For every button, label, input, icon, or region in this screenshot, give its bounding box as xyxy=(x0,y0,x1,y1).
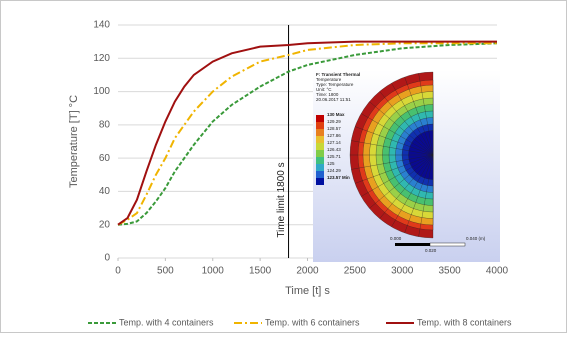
x-tick-label: 500 xyxy=(157,266,174,277)
x-axis-title: Time [t] s xyxy=(285,285,330,297)
inset-legend-swatch xyxy=(316,136,324,143)
inset-legend-swatch xyxy=(316,164,324,171)
inset-legend-label: 123.57 Min xyxy=(327,175,350,180)
scale-label: 0.020 xyxy=(425,248,437,253)
legend-label: Temp. with 4 containers xyxy=(119,317,214,327)
x-tick-label: 3500 xyxy=(439,266,462,277)
x-tick-label: 4000 xyxy=(486,266,509,277)
inset-legend-swatch xyxy=(316,115,324,122)
inset-legend-label: 124.29 xyxy=(327,168,341,173)
x-tick-label: 1500 xyxy=(249,266,272,277)
inset-legend-label: 127.14 xyxy=(327,140,341,145)
inset-legend-swatch xyxy=(316,150,324,157)
legend-label: Temp. with 6 containers xyxy=(265,317,360,327)
inset-legend-label: 125 xyxy=(327,161,335,166)
y-axis-title: Temperature [T] °C xyxy=(68,95,80,188)
x-tick-label: 0 xyxy=(115,266,121,277)
inset-legend-label: 129.29 xyxy=(327,119,341,124)
annotation-label: Time limit 1800 s xyxy=(276,162,287,237)
inset-legend-label: 128.57 xyxy=(327,126,341,131)
y-tick-label: 60 xyxy=(99,153,111,164)
y-tick-label: 120 xyxy=(93,53,110,64)
inset-legend-swatch xyxy=(316,178,324,185)
inset-legend-swatch xyxy=(316,143,324,150)
y-tick-label: 20 xyxy=(99,219,111,230)
inset-legend-swatch xyxy=(316,122,324,129)
inset-legend-label: 125.71 xyxy=(327,154,341,159)
legend-label: Temp. with 8 containers xyxy=(417,317,512,327)
inset-legend-swatch xyxy=(316,157,324,164)
scale-bar-mid xyxy=(430,243,465,246)
x-tick-label: 2000 xyxy=(296,266,319,277)
y-tick-label: 0 xyxy=(104,253,110,264)
y-tick-label: 80 xyxy=(99,119,111,130)
inset-legend-label: 130 Max xyxy=(327,112,345,117)
chart: 0 20 40 60 80 100 120 140 0 500 1000 1500 2000 2500 30… xyxy=(0,0,567,333)
y-tick-label: 100 xyxy=(93,86,110,97)
scale-label: 0.000 xyxy=(390,236,402,241)
inset-legend-swatch xyxy=(316,171,324,178)
inset-legend-label: 127.86 xyxy=(327,133,341,138)
x-tick-label: 1000 xyxy=(202,266,225,277)
x-tick-label: 2500 xyxy=(344,266,367,277)
y-tick-label: 140 xyxy=(93,20,110,31)
y-tick-label: 40 xyxy=(99,186,111,197)
inset-legend-label: 126.43 xyxy=(327,147,341,152)
scale-label: 0.040 (m) xyxy=(466,236,486,241)
x-tick-label: 3000 xyxy=(391,266,414,277)
inset-header: 20.06.2017 11:51 xyxy=(316,97,351,102)
inset-legend-swatch xyxy=(316,129,324,136)
